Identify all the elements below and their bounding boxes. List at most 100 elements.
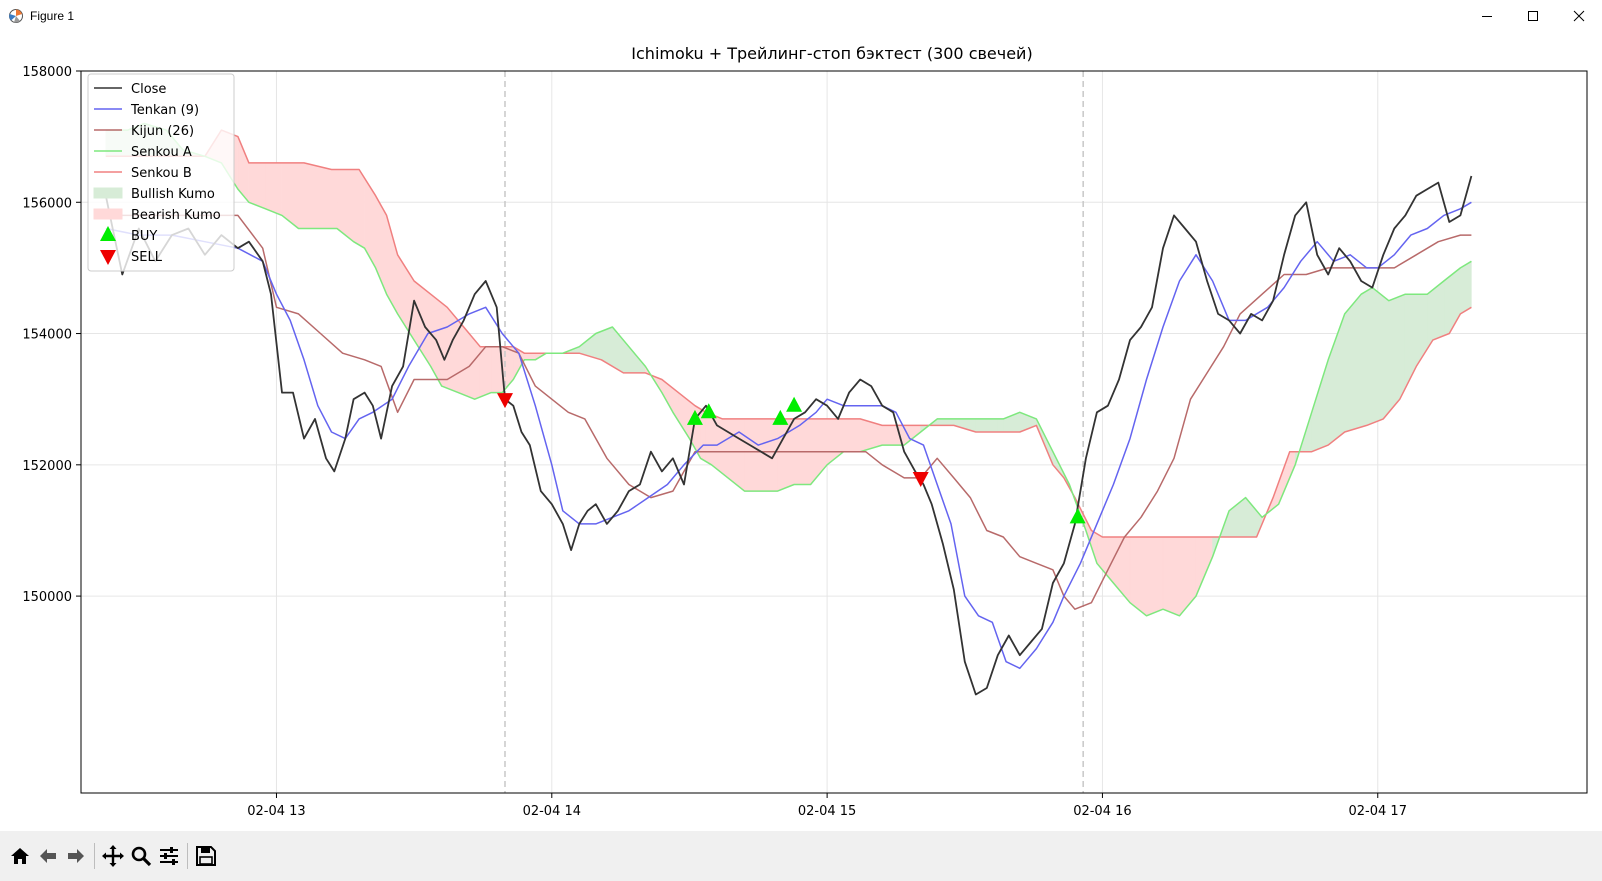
- bearish-kumo-segment: [265, 162, 277, 214]
- bullish-kumo-segment: [997, 418, 1004, 433]
- y-axis: 150000 152000 154000 156000 158000: [22, 65, 81, 605]
- window-titlebar: Figure 1: [0, 0, 1602, 32]
- configure-subplots-icon: [160, 847, 178, 865]
- signal-vlines: [504, 71, 1084, 793]
- bearish-kumo-segment: [711, 414, 723, 475]
- legend-label: Senkou A: [131, 145, 192, 160]
- figure-canvas[interactable]: Ichimoku + Трейлинг-стоп бэктест (300 св…: [0, 32, 1602, 831]
- window-controls: [1464, 0, 1602, 32]
- bearish-kumo-segment: [298, 162, 305, 229]
- y-tick-label: 150000: [22, 590, 72, 605]
- close-icon: [1573, 10, 1585, 22]
- bullish-kumo-segment: [1432, 280, 1445, 341]
- sell-marker: [912, 471, 929, 487]
- legend-label: Senkou B: [131, 166, 192, 181]
- bearish-kumo-segment: [722, 418, 729, 479]
- bearish-kumo-segment: [358, 168, 365, 249]
- buy-marker: [1069, 508, 1086, 524]
- bearish-kumo-segment: [1168, 536, 1180, 617]
- series-line-kijun-26: [105, 214, 1472, 610]
- legend-label: Kijun (26): [131, 124, 194, 139]
- bearish-kumo-segment: [777, 418, 789, 492]
- bearish-kumo-segment: [281, 162, 299, 230]
- bearish-kumo-segment: [474, 339, 481, 400]
- pan-button[interactable]: [99, 841, 127, 871]
- legend-label: Close: [131, 82, 166, 97]
- y-tick-label: 156000: [22, 196, 72, 211]
- bearish-kumo-segment: [386, 215, 398, 316]
- bearish-kumo-segment: [705, 411, 712, 466]
- bearish-kumo-segment: [1124, 536, 1131, 604]
- maximize-icon: [1528, 11, 1538, 21]
- bullish-kumo-segment: [975, 418, 988, 433]
- chart-svg: Ichimoku + Трейлинг-стоп бэктест (300 св…: [22, 44, 1588, 819]
- bearish-kumo-segment: [1146, 536, 1164, 617]
- bullish-kumo-segment: [986, 418, 999, 433]
- bullish-kumo-segment: [1344, 293, 1362, 433]
- minimize-button[interactable]: [1464, 0, 1510, 32]
- bearish-kumo-segment: [353, 169, 360, 246]
- x-axis: 02-04 13 02-04 14 02-04 15 02-04 16 02-04 17: [247, 793, 1407, 819]
- bearish-kumo-segment: [744, 418, 762, 492]
- bearish-kumo-segment: [441, 302, 448, 389]
- bullish-kumo-segment: [1460, 260, 1472, 315]
- home-icon: [11, 848, 29, 864]
- bullish-kumo-segment: [1443, 276, 1450, 337]
- home-button[interactable]: [6, 841, 34, 871]
- bearish-kumo-segment: [1162, 536, 1169, 612]
- x-tick-label: 02-04 17: [1349, 804, 1407, 819]
- legend-swatch-buy: [100, 226, 116, 241]
- forward-button[interactable]: [62, 841, 90, 871]
- forward-icon: [68, 849, 84, 863]
- bullish-kumo-segment: [1382, 295, 1390, 420]
- matplotlib-app-icon: [9, 9, 23, 23]
- legend-swatch-sell: [100, 250, 116, 265]
- bullish-kumo-segment: [1404, 293, 1417, 389]
- series-line-senkou-b: [105, 129, 1472, 538]
- back-icon: [40, 849, 56, 863]
- buy-marker: [700, 403, 717, 419]
- bearish-kumo-segment: [303, 162, 321, 229]
- bullish-kumo-segment: [1371, 286, 1384, 424]
- chart-title: Ichimoku + Трейлинг-стоп бэктест (300 св…: [631, 44, 1032, 63]
- series-line-close: [104, 175, 1473, 696]
- legend-swatch-patch: [93, 187, 123, 199]
- legend-label: Tenkan (9): [130, 103, 199, 118]
- zoom-icon: [131, 846, 152, 867]
- x-tick-label: 02-04 15: [798, 804, 856, 819]
- x-tick-label: 02-04 16: [1073, 804, 1131, 819]
- plot-frame: [80, 70, 1588, 794]
- bearish-kumo-segment: [479, 346, 492, 398]
- bearish-kumo-segment: [1195, 536, 1213, 597]
- buy-marker: [772, 409, 789, 425]
- y-tick-label: 152000: [22, 459, 72, 474]
- minimize-icon: [1482, 16, 1492, 17]
- legend-box: [87, 73, 235, 272]
- bearish-kumo-segment: [237, 136, 250, 204]
- maximize-button[interactable]: [1510, 0, 1556, 32]
- bearish-kumo-segment: [1289, 451, 1296, 479]
- bullish-kumo-segment: [1360, 290, 1368, 428]
- bullish-kumo-segment: [1388, 295, 1401, 414]
- legend-label: SELL: [131, 250, 163, 265]
- series-line-senkou-a: [105, 122, 1472, 617]
- bullish-kumo-segment: [1234, 497, 1246, 538]
- back-button[interactable]: [34, 841, 62, 871]
- bearish-kumo-segment: [490, 346, 498, 393]
- close-button[interactable]: [1556, 0, 1602, 32]
- x-tick-label: 02-04 13: [247, 804, 305, 819]
- zoom-button[interactable]: [127, 841, 155, 871]
- pan-icon: [102, 845, 124, 867]
- kumo-fill: [105, 123, 1472, 617]
- configure-subplots-button[interactable]: [155, 841, 183, 871]
- bearish-kumo-segment: [331, 169, 338, 229]
- legend-label: BUY: [131, 229, 157, 244]
- legend-label: Bullish Kumo: [131, 187, 215, 202]
- bearish-kumo-segment: [320, 166, 332, 229]
- legend-swatch-patch: [93, 208, 123, 220]
- y-tick-label: 154000: [22, 328, 72, 343]
- save-button[interactable]: [192, 841, 220, 871]
- buy-marker: [686, 409, 703, 425]
- bullish-kumo-segment: [936, 418, 955, 426]
- bearish-kumo-segment: [457, 319, 464, 396]
